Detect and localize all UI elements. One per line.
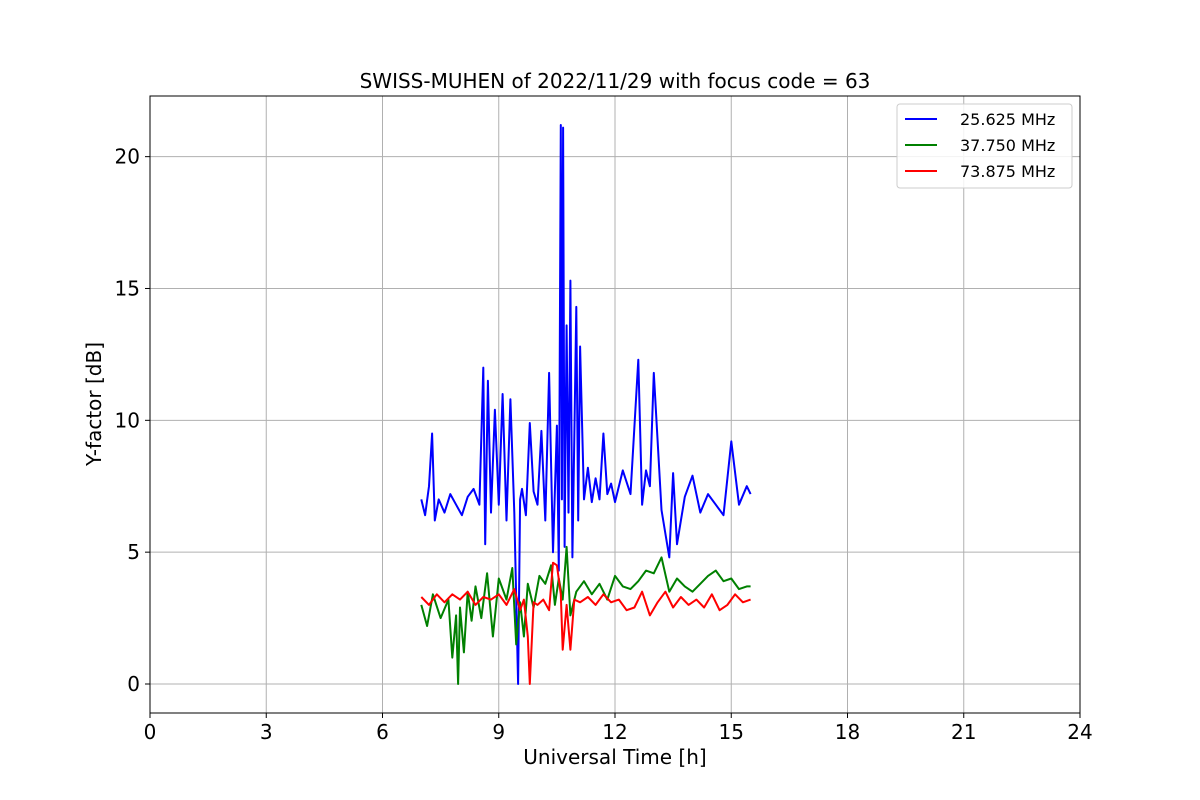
legend-entry-label: 25.625 MHz — [960, 110, 1055, 129]
x-tick-label: 18 — [835, 720, 860, 744]
x-tick-label: 21 — [951, 720, 976, 744]
series-line-3 — [420, 561, 751, 685]
y-tick-label: 15 — [115, 276, 140, 300]
chart-title: SWISS-MUHEN of 2022/11/29 with focus cod… — [360, 69, 871, 93]
legend-entry-label: 37.750 MHz — [960, 136, 1055, 155]
x-axis-label: Universal Time [h] — [523, 745, 706, 769]
legend: 25.625 MHz 37.750 MHz 73.875 MHz — [896, 103, 1073, 189]
series-line-1 — [420, 124, 752, 685]
y-axis-label: Y-factor [dB] — [82, 342, 106, 467]
y-tick-label: 5 — [127, 540, 140, 564]
x-tick-label: 15 — [719, 720, 744, 744]
x-tick-label: 12 — [602, 720, 627, 744]
legend-box — [896, 103, 1073, 189]
legend-entry-label: 73.875 MHz — [960, 162, 1055, 181]
axis-ticks: 0 3 6 9 12 15 18 21 24 0 5 10 15 20 — [115, 145, 1093, 744]
x-tick-label: 0 — [144, 720, 157, 744]
y-tick-label: 20 — [115, 145, 140, 169]
y-tick-label: 0 — [127, 672, 140, 696]
x-tick-label: 24 — [1067, 720, 1092, 744]
x-tick-label: 3 — [260, 720, 273, 744]
x-tick-label: 9 — [492, 720, 505, 744]
series-lines — [420, 124, 752, 685]
x-tick-label: 6 — [376, 720, 389, 744]
series-line-2 — [420, 545, 751, 685]
y-tick-label: 10 — [115, 408, 140, 432]
